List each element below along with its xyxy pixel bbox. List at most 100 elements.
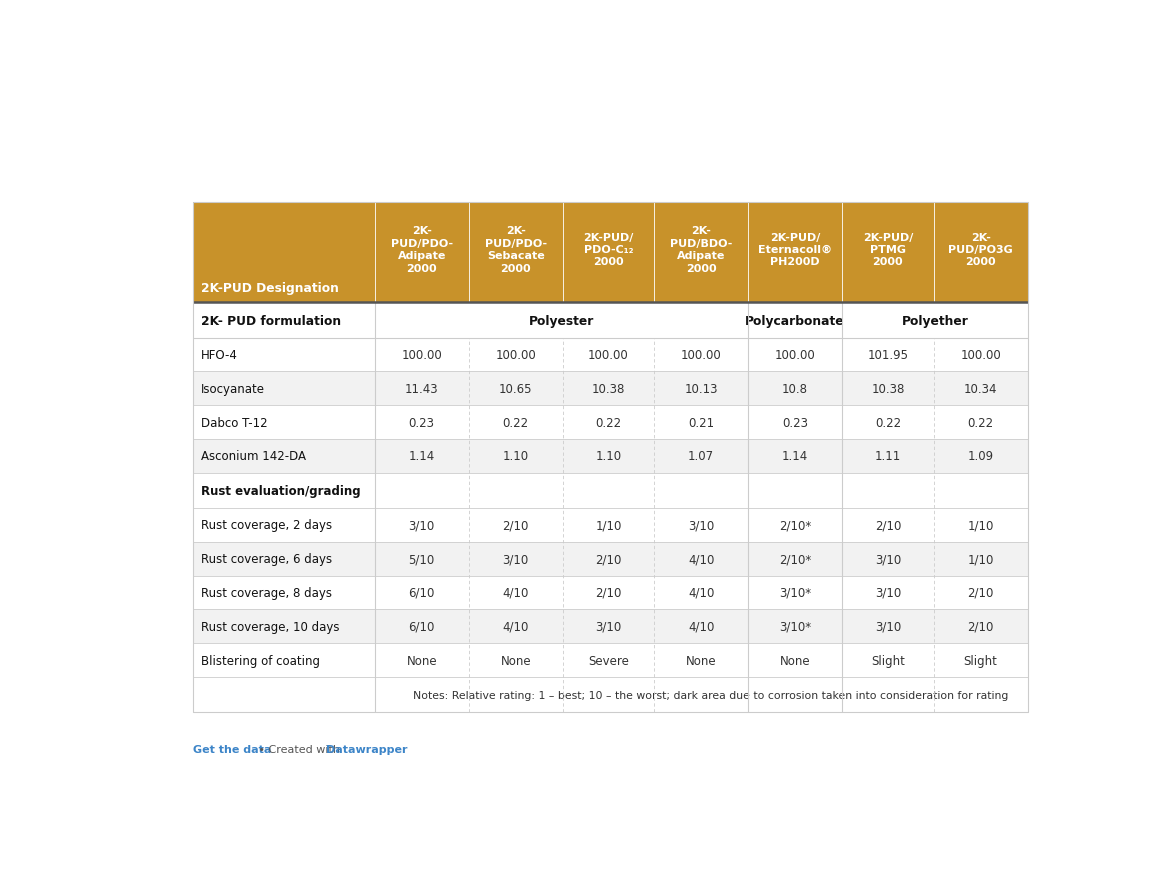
Text: 1/10: 1/10 — [968, 553, 993, 566]
Text: 0.22: 0.22 — [596, 416, 621, 429]
Text: 0.22: 0.22 — [968, 416, 993, 429]
Text: 3/10: 3/10 — [408, 519, 435, 531]
Text: 0.23: 0.23 — [408, 416, 435, 429]
Text: Isocyanate: Isocyanate — [201, 382, 264, 396]
Text: 10.8: 10.8 — [783, 382, 808, 396]
Bar — [193, 439, 1027, 474]
Text: 100.00: 100.00 — [681, 348, 722, 361]
Text: 0.21: 0.21 — [688, 416, 714, 429]
Text: 3/10: 3/10 — [503, 553, 529, 566]
Text: 2K-
PUD/BDO-
Adipate
2000: 2K- PUD/BDO- Adipate 2000 — [670, 226, 732, 274]
Text: Get the data: Get the data — [193, 745, 271, 754]
Bar — [193, 610, 1027, 644]
Text: Dabco T-12: Dabco T-12 — [201, 416, 267, 429]
Text: 4/10: 4/10 — [503, 587, 529, 599]
Text: 1.10: 1.10 — [503, 450, 529, 463]
Text: 1.07: 1.07 — [688, 450, 714, 463]
Text: 2K-PUD/
PDO-C₁₂
2000: 2K-PUD/ PDO-C₁₂ 2000 — [584, 232, 634, 267]
Text: 3/10: 3/10 — [875, 620, 901, 633]
Text: 100.00: 100.00 — [775, 348, 815, 361]
Text: Slight: Slight — [870, 654, 904, 667]
Text: 0.22: 0.22 — [875, 416, 901, 429]
Text: 1.14: 1.14 — [408, 450, 435, 463]
Text: 3/10*: 3/10* — [779, 587, 811, 599]
Bar — [193, 474, 1027, 509]
Text: 2K-
PUD/PDO-
Adipate
2000: 2K- PUD/PDO- Adipate 2000 — [391, 226, 453, 274]
Text: Slight: Slight — [964, 654, 998, 667]
Text: Notes: Relative rating: 1 – best; 10 – the worst; dark area due to corrosion tak: Notes: Relative rating: 1 – best; 10 – t… — [413, 690, 1007, 700]
Text: 2K-
PUD/PO3G
2000: 2K- PUD/PO3G 2000 — [948, 232, 1013, 267]
Text: 2K- PUD formulation: 2K- PUD formulation — [201, 314, 340, 327]
Text: 2/10: 2/10 — [596, 553, 621, 566]
Text: 100.00: 100.00 — [495, 348, 536, 361]
Text: 6/10: 6/10 — [408, 587, 435, 599]
Text: 4/10: 4/10 — [688, 553, 715, 566]
Text: 1/10: 1/10 — [596, 519, 621, 531]
Text: 2/10: 2/10 — [968, 620, 993, 633]
Text: None: None — [780, 654, 811, 667]
Text: 3/10: 3/10 — [596, 620, 621, 633]
Text: Polycarbonate: Polycarbonate — [745, 314, 845, 327]
Text: None: None — [406, 654, 438, 667]
Text: Rust coverage, 8 days: Rust coverage, 8 days — [201, 587, 331, 599]
Bar — [193, 677, 1027, 712]
Text: 2K-PUD Designation: 2K-PUD Designation — [201, 282, 338, 295]
Text: 11.43: 11.43 — [405, 382, 439, 396]
Text: Rust evaluation/grading: Rust evaluation/grading — [201, 484, 360, 497]
Text: • Created with: • Created with — [255, 745, 344, 754]
Text: 10.38: 10.38 — [872, 382, 904, 396]
Text: Asconium 142-DA: Asconium 142-DA — [201, 450, 305, 463]
Text: 2/10: 2/10 — [875, 519, 901, 531]
Text: 1.14: 1.14 — [782, 450, 808, 463]
Text: HFO-4: HFO-4 — [201, 348, 238, 361]
Text: 4/10: 4/10 — [688, 587, 715, 599]
Text: None: None — [501, 654, 531, 667]
Text: 10.34: 10.34 — [964, 382, 997, 396]
Bar — [193, 303, 1027, 339]
Text: 0.23: 0.23 — [783, 416, 808, 429]
Text: 1.11: 1.11 — [875, 450, 901, 463]
Bar — [193, 644, 1027, 677]
Text: 3/10*: 3/10* — [779, 620, 811, 633]
Text: Polyether: Polyether — [901, 314, 969, 327]
Text: 2K-PUD/
PTMG
2000: 2K-PUD/ PTMG 2000 — [862, 232, 913, 267]
Text: 1/10: 1/10 — [968, 519, 993, 531]
Text: 2/10*: 2/10* — [779, 519, 811, 531]
Text: Rust coverage, 10 days: Rust coverage, 10 days — [201, 620, 339, 633]
Text: 1.09: 1.09 — [968, 450, 993, 463]
Text: Severe: Severe — [589, 654, 629, 667]
Bar — [193, 576, 1027, 610]
Text: 5/10: 5/10 — [408, 553, 435, 566]
Text: 2/10: 2/10 — [503, 519, 529, 531]
Text: 100.00: 100.00 — [589, 348, 628, 361]
Text: 100.00: 100.00 — [961, 348, 1002, 361]
Text: Blistering of coating: Blistering of coating — [201, 654, 319, 667]
Bar — [193, 406, 1027, 439]
Text: 0.22: 0.22 — [503, 416, 529, 429]
Text: 2/10*: 2/10* — [779, 553, 811, 566]
Text: 2K-PUD/
Eternacoll®
PH200D: 2K-PUD/ Eternacoll® PH200D — [758, 232, 832, 267]
Bar — [193, 542, 1027, 576]
Text: 4/10: 4/10 — [688, 620, 715, 633]
Text: 2K-
PUD/PDO-
Sebacate
2000: 2K- PUD/PDO- Sebacate 2000 — [484, 226, 546, 274]
Text: 1.10: 1.10 — [596, 450, 621, 463]
Text: 2/10: 2/10 — [968, 587, 993, 599]
Text: None: None — [686, 654, 716, 667]
Text: 101.95: 101.95 — [867, 348, 908, 361]
Text: 10.13: 10.13 — [684, 382, 718, 396]
Bar — [193, 372, 1027, 406]
Text: Datawrapper: Datawrapper — [325, 745, 407, 754]
Text: 10.65: 10.65 — [498, 382, 532, 396]
Text: 4/10: 4/10 — [503, 620, 529, 633]
Bar — [193, 339, 1027, 372]
Text: 3/10: 3/10 — [688, 519, 715, 531]
Bar — [193, 509, 1027, 542]
Bar — [193, 203, 1027, 303]
Text: 10.38: 10.38 — [592, 382, 625, 396]
Bar — [193, 203, 1027, 712]
Text: 3/10: 3/10 — [875, 553, 901, 566]
Text: 3/10: 3/10 — [875, 587, 901, 599]
Text: Polyester: Polyester — [529, 314, 594, 327]
Text: Rust coverage, 2 days: Rust coverage, 2 days — [201, 519, 332, 531]
Text: Rust coverage, 6 days: Rust coverage, 6 days — [201, 553, 332, 566]
